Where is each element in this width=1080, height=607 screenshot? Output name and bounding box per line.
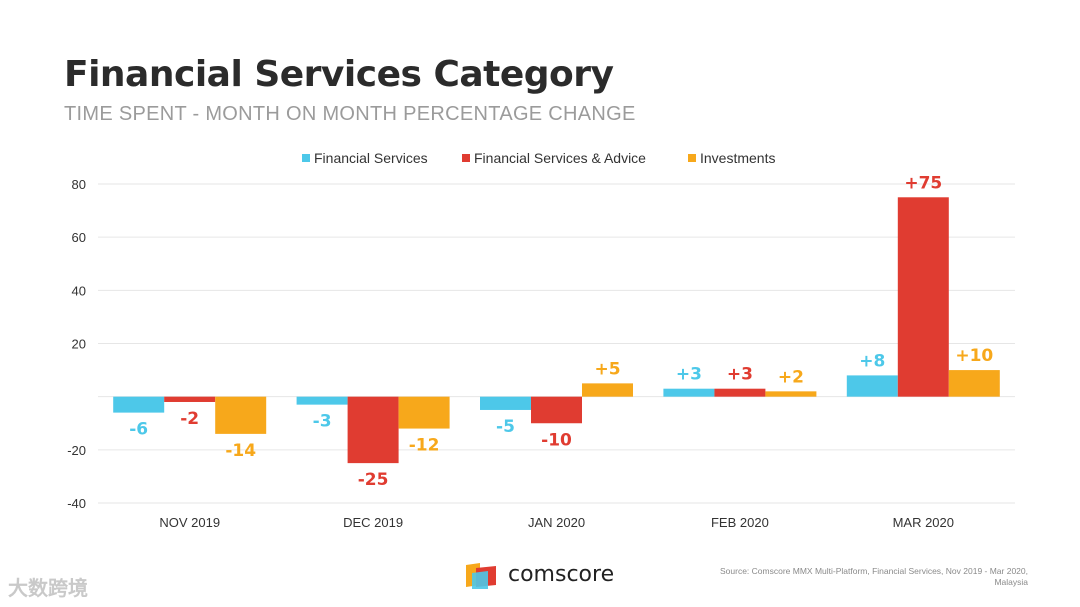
data-label: -14: [225, 441, 256, 461]
legend-label: Financial Services & Advice: [474, 150, 646, 166]
data-label: +75: [904, 173, 942, 193]
bar: [347, 396, 399, 464]
data-label: +5: [594, 359, 620, 379]
data-label: -5: [496, 417, 515, 437]
x-tick-label: NOV 2019: [159, 515, 220, 530]
legend-label: Investments: [700, 150, 775, 166]
comscore-logo: comscore: [466, 562, 615, 589]
y-tick-label: 20: [72, 337, 86, 352]
watermark: 大数跨境: [8, 576, 88, 600]
chart-subtitle: TIME SPENT - MONTH ON MONTH PERCENTAGE C…: [64, 103, 636, 125]
bar: [164, 396, 216, 402]
data-label: -25: [358, 470, 389, 490]
source-note: Source: Comscore MMX Multi-Platform, Fin…: [720, 566, 1028, 587]
data-label: -12: [409, 436, 440, 456]
legend-swatch: [302, 154, 310, 162]
bar: [398, 396, 450, 429]
data-label: +3: [727, 365, 753, 385]
bar: [113, 396, 165, 413]
x-tick-label: DEC 2019: [343, 515, 403, 530]
data-label: +8: [859, 351, 885, 371]
bar: [215, 396, 267, 434]
data-label: +10: [955, 346, 993, 366]
bar: [531, 396, 582, 424]
legend-swatch: [688, 154, 696, 162]
bar: [480, 396, 531, 410]
bar: [663, 388, 715, 397]
data-label: -10: [541, 430, 572, 450]
data-label: -2: [180, 409, 199, 429]
y-tick-label: -40: [67, 496, 86, 511]
comscore-logo-icon: [466, 562, 498, 589]
y-tick-label: -20: [67, 443, 86, 458]
bar: [897, 197, 949, 397]
data-label: -3: [313, 412, 332, 432]
bar: [582, 383, 633, 397]
legend-label: Financial Services: [314, 150, 428, 166]
x-tick-label: MAR 2020: [893, 515, 954, 530]
bar: [948, 370, 1000, 397]
bar: [765, 391, 817, 397]
data-label: +3: [676, 365, 702, 385]
x-tick-label: FEB 2020: [711, 515, 769, 530]
data-label: -6: [129, 420, 148, 440]
y-tick-label: 40: [72, 283, 86, 298]
bar: [714, 388, 766, 397]
bar: [296, 396, 348, 405]
legend-swatch: [462, 154, 470, 162]
bar: [846, 375, 898, 397]
comscore-wordmark: comscore: [508, 562, 615, 587]
chart-title: Financial Services Category: [64, 54, 614, 95]
data-label: +2: [778, 367, 804, 387]
y-tick-label: 60: [72, 230, 86, 245]
x-tick-label: JAN 2020: [528, 515, 585, 530]
y-tick-label: 80: [72, 177, 86, 192]
